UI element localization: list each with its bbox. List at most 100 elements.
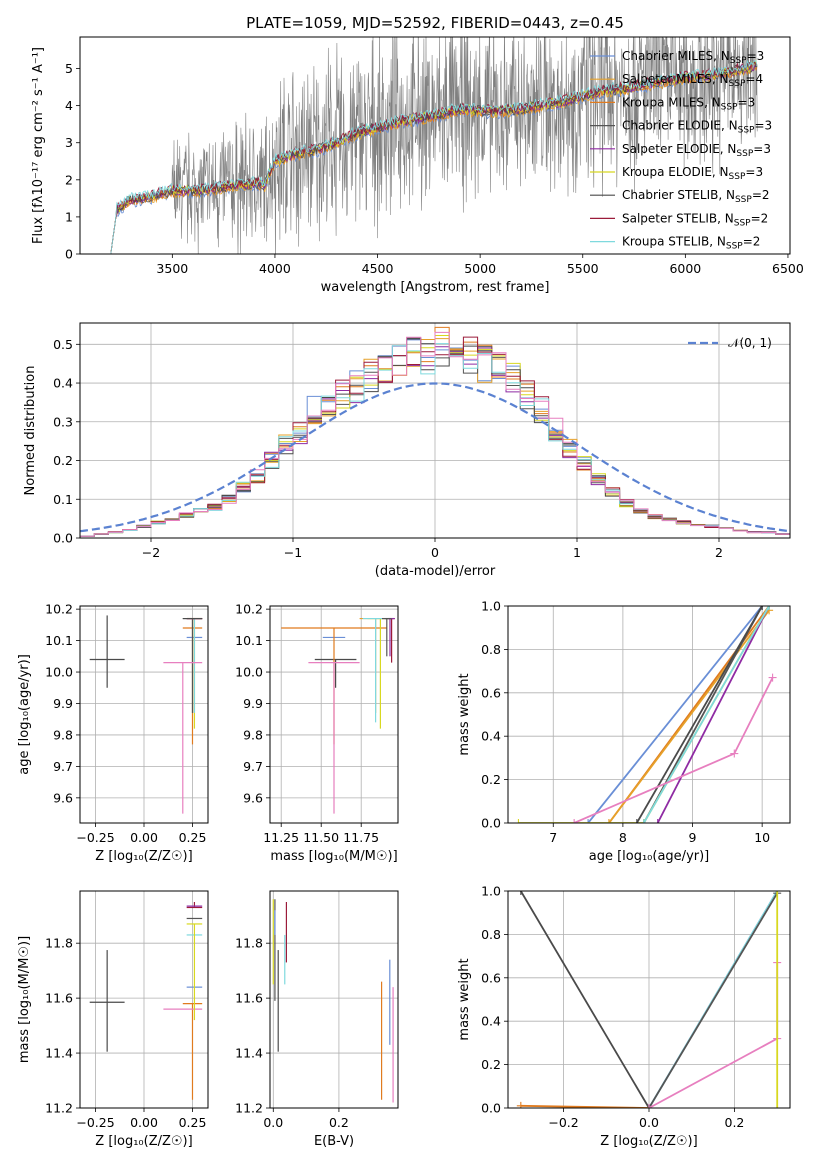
x-tick-label: 0.00: [130, 1115, 158, 1130]
series-marker: [570, 819, 579, 823]
x-axis-label: age [log₁₀(age/yr)]: [589, 849, 710, 864]
x-tick-label: −0.25: [76, 1115, 114, 1130]
series-marker: [730, 749, 739, 758]
age-vs-z-ticks: −0.25 0.00 0.25 9.6 9.7 9.8 9.9 10.0 10.1 10.2: [45, 602, 206, 845]
massweight-vs-age-frame: [507, 605, 791, 824]
y-tick-label: 4: [65, 98, 73, 113]
x-tick-label: 7: [549, 830, 557, 845]
model-spectrum: [110, 59, 758, 254]
observed-spectrum: [110, 37, 758, 254]
age-vs-z-frame: [79, 605, 209, 824]
series-marker: [768, 673, 777, 682]
spectrum-axes: 3500 4000 4500 5000 5500 6000 6500 0 1 2 3 4 5 wavele…: [31, 14, 804, 295]
y-tick-label: 11.6: [45, 991, 73, 1006]
residuals-ticks: −2 −1 0 1 2 0.0 0.1 0.2 0.3 0.4 0.5: [53, 337, 723, 560]
y-tick-label: 0.2: [53, 453, 73, 468]
x-axis-label: Z [log₁₀(Z/Z☉)]: [95, 849, 192, 864]
y-tick-label: 0.8: [481, 642, 501, 657]
x-tick-label: 0.2: [725, 1115, 745, 1130]
x-axis-label: E(B-V): [314, 1134, 354, 1149]
series-marker: [514, 819, 523, 823]
x-tick-label: 5000: [464, 261, 496, 276]
series-salpeter-elodie: [653, 606, 774, 823]
y-tick-label: 9.6: [243, 790, 263, 805]
normal-curve: [80, 382, 790, 533]
x-tick-label: 5500: [567, 261, 599, 276]
legend-label: Chabrier ELODIE, NSSP=3: [622, 119, 772, 136]
series-kroupa-stelib: [639, 606, 774, 823]
x-tick-label: 11.50: [303, 830, 339, 845]
x-tick-label: 0.00: [130, 830, 158, 845]
series-marker: [645, 1104, 653, 1108]
legend-label: Salpeter STELIB, NSSP=2: [622, 211, 768, 228]
y-tick-label: 11.8: [235, 936, 263, 951]
massweight-vs-age-ticks: 7 8 9 10 0.0 0.2 0.4 0.6 0.8 1.0: [481, 599, 770, 846]
spectrum-marks: [110, 37, 758, 254]
series-marker: [516, 1101, 525, 1108]
age-vs-mass-axes: 11.25 11.50 11.75 9.6 9.7 9.8 9.9 10.0 10.1 10.2 m…: [235, 602, 399, 864]
y-tick-label: 5: [65, 61, 73, 76]
histogram-pink: [80, 331, 790, 538]
x-tick-label: 0.25: [179, 830, 207, 845]
model-spectrum: [110, 60, 758, 254]
y-axis-label: mass weight: [457, 958, 472, 1040]
y-tick-label: 0.6: [481, 970, 501, 985]
y-tick-label: 0.4: [53, 376, 73, 391]
age-vs-z-grid: [80, 606, 208, 823]
y-axis-label: Normed distribution: [23, 366, 38, 496]
series-marker: [653, 819, 662, 823]
point-chabrier-elodie: [182, 617, 203, 713]
age-vs-mass-ticks: 11.25 11.50 11.75 9.6 9.7 9.8 9.9 10.0 10.1 10.2: [235, 602, 379, 845]
x-tick-label: 4500: [362, 261, 394, 276]
y-tick-label: 1.0: [481, 884, 501, 899]
series-marker: [639, 819, 648, 823]
point-chabrier-stelib: [89, 615, 125, 688]
chart-title: PLATE=1059, MJD=52592, FIBERID=0443, z=0…: [246, 14, 624, 32]
mass-vs-ebv-frame: [269, 890, 399, 1109]
point-chabrier-stelib: [314, 658, 357, 688]
series-marker: [758, 606, 767, 610]
x-tick-label: 1: [573, 545, 581, 560]
series-chabrier-stelib: [516, 891, 653, 1108]
mass-vs-z-ticks: −0.25 0.00 0.25 11.2 11.4 11.6 11.8: [45, 936, 206, 1130]
point-pink: [163, 662, 203, 814]
point-kroupa-elodie: [367, 617, 394, 729]
y-tick-label: 1: [65, 209, 73, 224]
x-tick-label: 0.0: [263, 1115, 283, 1130]
series-marker: [773, 891, 782, 895]
mass-vs-z-axes: −0.25 0.00 0.25 11.2 11.4 11.6 11.8 Z [log₁₀(Z/…: [17, 890, 209, 1149]
x-axis-label: wavelength [Angstrom, rest frame]: [321, 280, 550, 295]
massweight-vs-age-axes: 7 8 9 10 0.0 0.2 0.4 0.6 0.8 1.0 age [log₁₀(age/yr…: [457, 599, 791, 864]
x-tick-label: 0.25: [179, 1115, 207, 1130]
legend-label: Kroupa STELIB, NSSP=2: [622, 235, 760, 252]
y-tick-label: 1.0: [481, 599, 501, 614]
x-tick-label: 9: [689, 830, 697, 845]
legend-label: 𝒩(0, 1): [728, 336, 772, 350]
y-tick-label: 9.7: [53, 759, 73, 774]
mass-vs-ebv-marks: [272, 899, 394, 1103]
age-vs-mass-frame: [269, 605, 399, 824]
spectrum-frame: [79, 36, 791, 255]
y-tick-label: 3: [65, 135, 73, 150]
legend-label: Salpeter ELODIE, NSSP=3: [622, 142, 771, 159]
mass-vs-ebv-grid: [270, 891, 398, 1109]
mass-vs-z-marks: [89, 901, 203, 1100]
y-tick-label: 9.7: [243, 759, 263, 774]
y-tick-label: 0.0: [481, 816, 501, 831]
y-tick-label: 0.5: [53, 337, 73, 352]
y-tick-label: 9.8: [243, 727, 263, 742]
y-tick-label: 10.1: [235, 633, 263, 648]
y-tick-label: 11.2: [45, 1101, 73, 1116]
x-tick-label: 11.25: [263, 830, 299, 845]
legend-label: Salpeter MILES, NSSP=4: [622, 72, 763, 89]
massweight-vs-z-frame: [507, 890, 791, 1109]
x-axis-label: mass [log₁₀(M/M☉)]: [270, 849, 397, 864]
point-chabrier-stelib: [89, 950, 125, 1052]
x-tick-label: 3500: [156, 261, 188, 276]
y-tick-label: 0.2: [481, 1057, 501, 1072]
y-tick-label: 0: [65, 247, 73, 262]
y-tick-label: 0.1: [53, 492, 73, 507]
x-tick-label: 0.0: [639, 1115, 659, 1130]
y-tick-label: 0.3: [53, 414, 73, 429]
legend-label: Kroupa ELODIE, NSSP=3: [622, 165, 763, 182]
